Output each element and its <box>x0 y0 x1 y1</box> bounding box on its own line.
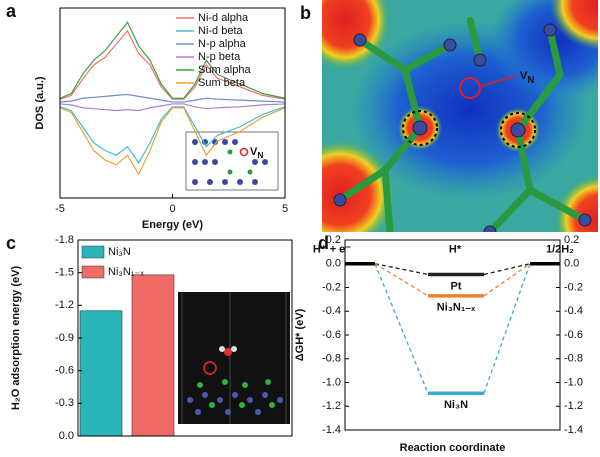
connector <box>374 263 429 276</box>
x-tick-label: -5 <box>55 203 65 215</box>
structure-inset <box>185 131 279 191</box>
y-tick-label: 0.0 <box>326 258 341 270</box>
y2-tick-label: -0.2 <box>564 281 583 293</box>
x-axis-label: Energy (eV) <box>142 219 203 231</box>
connector <box>374 263 429 394</box>
connector <box>483 263 531 276</box>
y-tick-label: -0.2 <box>322 281 341 293</box>
legend-swatch <box>81 245 105 259</box>
y-axis-label: DOS (a.u.) <box>34 76 46 130</box>
level-label: Ni₃N₁₋ₓ <box>437 302 476 314</box>
legend-label: Sum alpha <box>198 64 251 76</box>
level-label: Ni₃N <box>444 399 468 411</box>
adsorption-inset <box>178 292 290 424</box>
legend-label: Ni-d alpha <box>198 12 249 24</box>
panel-letter: a <box>6 1 17 21</box>
y2-tick-label: -0.4 <box>564 305 583 317</box>
connector <box>374 263 429 297</box>
annotation-text: V <box>250 146 258 158</box>
y-axis-label: H₂O adsorption energy (eV) <box>10 266 22 411</box>
bar <box>131 274 175 437</box>
x-axis-label: Reaction coordinate <box>400 442 506 454</box>
annotation: VN <box>250 146 263 160</box>
y-tick-label: -0.8 <box>322 353 341 365</box>
y2-tick-label: -0.8 <box>564 353 583 365</box>
annotation-text: V <box>520 70 528 82</box>
state-label: H* <box>449 244 462 256</box>
y-tick-label: -1.2 <box>322 400 341 412</box>
annotation-sub: N <box>257 150 263 160</box>
annotation-text: V <box>186 324 194 336</box>
y-tick-label: -1.0 <box>322 376 341 388</box>
legend-label: Sum beta <box>198 77 246 89</box>
panel-letter: c <box>6 233 16 253</box>
y2-tick-label: -1.2 <box>564 400 583 412</box>
annotation: VN <box>520 70 534 86</box>
connector <box>483 263 531 297</box>
panel-letter: b <box>300 3 311 23</box>
y-tick-label: -1.4 <box>322 424 341 436</box>
y-tick-label: -0.3 <box>55 397 74 409</box>
y-tick-label: -1.2 <box>55 299 74 311</box>
bar <box>79 310 123 437</box>
legend-label: Ni₃N <box>108 246 131 258</box>
x-tick-label: 5 <box>282 203 288 215</box>
dos-line <box>59 93 286 103</box>
y-tick-label: -1.8 <box>55 234 74 246</box>
level-label: Pt <box>451 280 462 292</box>
state-label: H⁺ + e⁻ <box>313 244 351 256</box>
y-tick-label: -0.6 <box>322 329 341 341</box>
dos-line <box>59 21 286 99</box>
dos-line <box>59 106 286 164</box>
panel-letter: d <box>318 233 329 253</box>
y2-tick-label: -1.0 <box>564 376 583 388</box>
y-tick-label: 0.0 <box>59 430 74 442</box>
y-tick-label: -0.6 <box>55 365 74 377</box>
annotation: VN <box>186 324 200 339</box>
y2-tick-label: -1.4 <box>564 424 583 436</box>
charge-density-map <box>322 0 598 232</box>
x-tick-label: 0 <box>169 203 175 215</box>
y2-tick-label: 0.2 <box>564 234 579 246</box>
y-tick-label: -0.9 <box>55 332 74 344</box>
dos-line <box>59 103 286 112</box>
legend-label: N-p beta <box>198 51 241 63</box>
dos-line <box>59 29 286 100</box>
y-tick-label: -1.5 <box>55 267 74 279</box>
legend-label: N-p alpha <box>198 38 247 50</box>
y-axis-label: ΔGH* (eV) <box>294 308 306 361</box>
legend-label: Ni-d beta <box>198 25 244 37</box>
y-tick-label: -0.4 <box>322 305 341 317</box>
y2-tick-label: 0.0 <box>564 258 579 270</box>
connector <box>483 263 531 394</box>
y-tick-label: 0.2 <box>326 234 341 246</box>
dos-line <box>59 107 286 176</box>
legend-label: Ni₃N₁₋ₓ <box>108 266 144 278</box>
annotation-sub: N <box>527 75 534 86</box>
legend-swatch <box>81 265 105 279</box>
y2-tick-label: -0.6 <box>564 329 583 341</box>
annotation-sub: N <box>193 328 200 338</box>
